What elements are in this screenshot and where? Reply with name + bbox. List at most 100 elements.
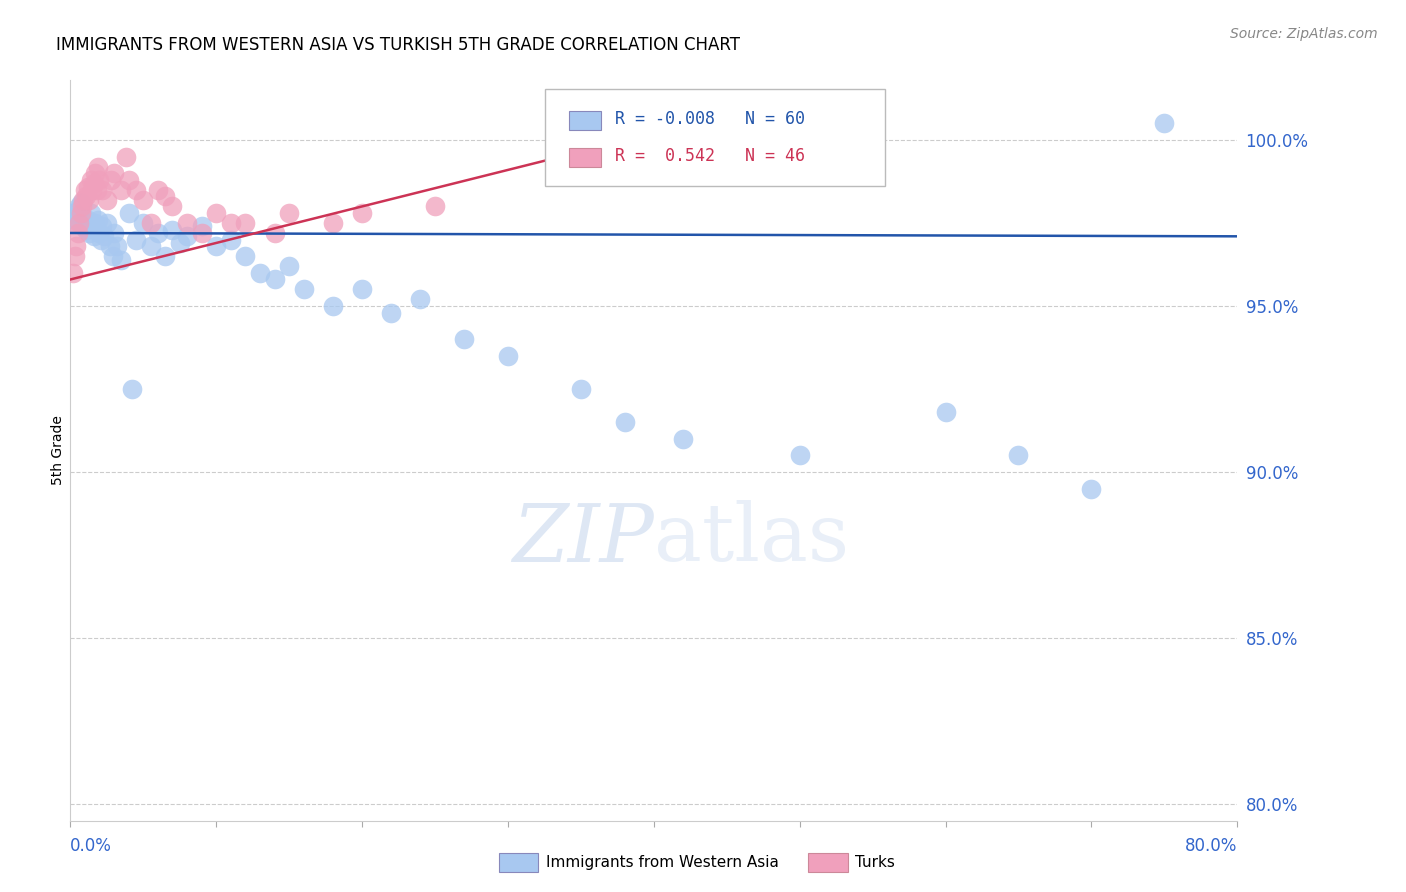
Point <box>380 306 402 320</box>
Point <box>82 219 104 234</box>
Point <box>263 226 285 240</box>
Point <box>83 176 105 190</box>
FancyBboxPatch shape <box>568 148 602 167</box>
Point <box>132 193 155 207</box>
Point <box>77 226 100 240</box>
Point <box>125 183 148 197</box>
Point <box>86 222 108 236</box>
Point <box>599 150 621 164</box>
Point <box>69 196 91 211</box>
Text: Immigrants from Western Asia: Immigrants from Western Asia <box>546 855 779 870</box>
Point <box>278 206 301 220</box>
Point <box>1080 482 1102 496</box>
Point <box>65 212 87 227</box>
Point <box>76 179 98 194</box>
Point <box>934 405 956 419</box>
Point <box>169 235 191 250</box>
Point <box>146 183 169 197</box>
Point <box>132 216 155 230</box>
Text: 0.0%: 0.0% <box>70 838 112 855</box>
Point <box>219 233 242 247</box>
Point <box>65 239 87 253</box>
Point <box>176 216 198 230</box>
Point <box>190 219 212 234</box>
Point <box>63 249 86 263</box>
Point <box>263 272 285 286</box>
Text: ZIP: ZIP <box>512 500 654 578</box>
Point <box>1007 449 1029 463</box>
Point <box>110 252 132 267</box>
Point <box>118 206 141 220</box>
Point <box>322 299 344 313</box>
Point <box>125 233 148 247</box>
Point <box>153 189 176 203</box>
Point <box>76 212 98 227</box>
Point <box>67 199 90 213</box>
Point <box>100 173 122 187</box>
Point <box>118 173 141 187</box>
Text: 80.0%: 80.0% <box>1185 838 1237 855</box>
Point <box>139 216 162 230</box>
Point <box>80 206 103 220</box>
Point <box>409 293 432 307</box>
Point <box>205 206 228 220</box>
Point <box>72 193 94 207</box>
Point <box>672 432 695 446</box>
Text: R =  0.542   N = 46: R = 0.542 N = 46 <box>616 147 806 165</box>
Point <box>62 266 84 280</box>
Point <box>613 415 636 429</box>
Point <box>352 282 374 296</box>
FancyBboxPatch shape <box>568 112 602 130</box>
Point <box>75 222 97 236</box>
Point <box>105 239 128 253</box>
Point <box>86 183 108 197</box>
Point <box>219 216 242 230</box>
Text: atlas: atlas <box>654 500 849 578</box>
Point <box>1153 116 1175 130</box>
Point <box>101 249 124 263</box>
Text: Source: ZipAtlas.com: Source: ZipAtlas.com <box>1230 27 1378 41</box>
Point <box>83 229 105 244</box>
Point <box>162 199 184 213</box>
Point <box>91 219 114 234</box>
Point <box>235 249 257 263</box>
Y-axis label: 5th Grade: 5th Grade <box>51 416 65 485</box>
Point <box>423 199 446 213</box>
Point <box>789 449 811 463</box>
Point <box>93 229 115 244</box>
FancyBboxPatch shape <box>546 89 884 186</box>
Point <box>613 127 636 141</box>
Point <box>96 216 118 230</box>
Point <box>453 332 475 346</box>
Point <box>643 116 665 130</box>
Point <box>89 173 111 187</box>
Point <box>73 183 96 197</box>
Point <box>278 259 301 273</box>
Text: R = -0.008   N = 60: R = -0.008 N = 60 <box>616 110 806 128</box>
Point <box>77 193 100 207</box>
Point <box>70 199 93 213</box>
Point <box>84 216 107 230</box>
Text: Turks: Turks <box>855 855 894 870</box>
Point <box>69 206 91 220</box>
Point <box>153 249 176 263</box>
Point <box>89 226 111 240</box>
Point <box>121 382 143 396</box>
Point <box>146 226 169 240</box>
Point <box>114 150 136 164</box>
Point <box>235 216 257 230</box>
Point <box>91 183 114 197</box>
Point <box>110 183 132 197</box>
Point <box>352 206 374 220</box>
Point <box>205 239 228 253</box>
Point <box>292 282 315 296</box>
Point <box>66 226 89 240</box>
Point <box>63 216 86 230</box>
Point <box>190 226 212 240</box>
Point <box>62 206 84 220</box>
Text: IMMIGRANTS FROM WESTERN ASIA VS TURKISH 5TH GRADE CORRELATION CHART: IMMIGRANTS FROM WESTERN ASIA VS TURKISH … <box>56 36 740 54</box>
Point <box>103 166 125 180</box>
Point <box>66 202 89 217</box>
Point <box>87 160 110 174</box>
Point <box>322 216 344 230</box>
